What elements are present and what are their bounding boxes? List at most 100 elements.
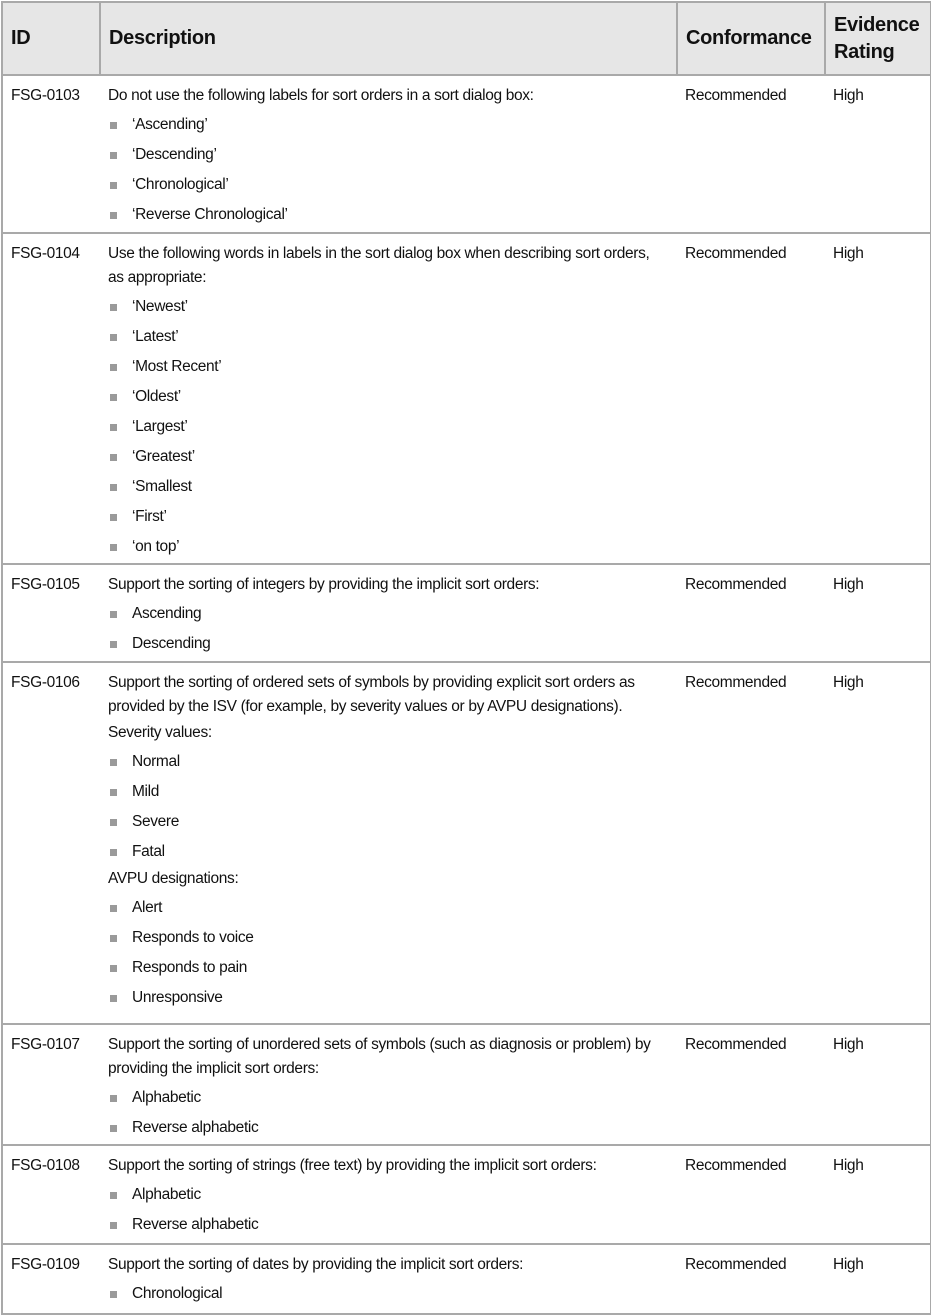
bullet-item: ‘Latest’ — [108, 322, 669, 352]
header-conformance: Conformance — [676, 1, 826, 76]
bullet-text: ‘Largest’ — [132, 418, 188, 435]
square-bullet-icon — [110, 303, 117, 311]
description-paragraph: Support the sorting of dates by providin… — [108, 1256, 524, 1273]
bullet-text: Alphabetic — [132, 1089, 201, 1106]
description-cell: Do not use the following labels for sort… — [100, 74, 677, 234]
table-row: FSG-0103 Do not use the following labels … — [1, 74, 931, 234]
description-cell: Support the sorting of ordered sets of s… — [100, 661, 677, 1025]
header-id: ID — [1, 1, 101, 76]
bullet-text: Normal — [132, 753, 180, 770]
bullet-text: ‘Descending’ — [132, 146, 217, 163]
id-cell: FSG-0105 — [1, 563, 100, 663]
description-paragraph: Use the following words in labels in the… — [108, 245, 650, 286]
bullet-item: Severe — [108, 807, 669, 837]
square-bullet-icon — [110, 333, 117, 341]
square-bullet-icon — [110, 994, 117, 1002]
table-row: FSG-0107 Support the sorting of unordered… — [1, 1023, 931, 1146]
bullet-text: ‘Greatest’ — [132, 448, 195, 465]
bullet-item: Ascending — [108, 599, 669, 629]
square-bullet-icon — [110, 818, 117, 826]
bullet-item: Chronological — [108, 1279, 669, 1309]
square-bullet-icon — [110, 1191, 117, 1199]
conformance-cell-text: Recommended — [685, 1036, 787, 1053]
bullet-item: Fatal — [108, 837, 669, 867]
id-cell-text: FSG-0106 — [11, 674, 80, 691]
description-paragraph: Support the sorting of integers by provi… — [108, 576, 540, 593]
id-cell-text: FSG-0103 — [11, 87, 80, 104]
table-row: FSG-0109 Support the sorting of dates by … — [1, 1243, 931, 1315]
bullet-item: Unresponsive — [108, 983, 669, 1013]
id-cell: FSG-0103 — [1, 74, 100, 234]
description-cell: Use the following words in labels in the… — [100, 232, 677, 565]
description-paragraph: AVPU designations: — [108, 870, 239, 887]
id-cell-text: FSG-0104 — [11, 245, 80, 262]
description-cell: Support the sorting of unordered sets of… — [100, 1023, 677, 1146]
description-paragraph: Support the sorting of strings (free tex… — [108, 1157, 597, 1174]
bullet-item: Mild — [108, 777, 669, 807]
evidence-rating-cell: High — [825, 232, 931, 565]
square-bullet-icon — [110, 121, 117, 129]
bullet-text: ‘Newest’ — [132, 298, 188, 315]
bullet-item: ‘Most Recent’ — [108, 352, 669, 382]
conformance-cell-text: Recommended — [685, 1256, 787, 1273]
conformance-cell: Recommended — [677, 232, 825, 565]
evidence-rating-cell-text: High — [833, 87, 864, 104]
bullet-item: Descending — [108, 629, 669, 659]
id-cell-text: FSG-0109 — [11, 1256, 80, 1273]
bullet-item: Normal — [108, 747, 669, 777]
square-bullet-icon — [110, 934, 117, 942]
bullet-item: ‘Ascending’ — [108, 110, 669, 140]
id-cell: FSG-0104 — [1, 232, 100, 565]
evidence-rating-cell-text: High — [833, 1036, 864, 1053]
bullet-text: Fatal — [132, 843, 165, 860]
evidence-rating-cell: High — [825, 1144, 931, 1245]
bullet-item: ‘Smallest — [108, 472, 669, 502]
bullet-text: Descending — [132, 635, 211, 652]
bullet-item: Reverse alphabetic — [108, 1113, 669, 1143]
evidence-rating-cell: High — [825, 74, 931, 234]
square-bullet-icon — [110, 758, 117, 766]
id-cell-text: FSG-0108 — [11, 1157, 80, 1174]
bullet-text: Reverse alphabetic — [132, 1119, 259, 1136]
square-bullet-icon — [110, 151, 117, 159]
description-paragraph: Support the sorting of unordered sets of… — [108, 1036, 651, 1077]
bullet-text: ‘on top’ — [132, 538, 180, 555]
square-bullet-icon — [110, 964, 117, 972]
evidence-rating-cell-text: High — [833, 1256, 864, 1273]
id-cell: FSG-0106 — [1, 661, 100, 1025]
bullet-text: Unresponsive — [132, 989, 223, 1006]
square-bullet-icon — [110, 1290, 117, 1298]
id-cell: FSG-0109 — [1, 1243, 100, 1315]
square-bullet-icon — [110, 211, 117, 219]
square-bullet-icon — [110, 610, 117, 618]
bullet-item: Reverse alphabetic — [108, 1210, 669, 1240]
bullet-item: ‘on top’ — [108, 532, 669, 562]
conformance-cell: Recommended — [677, 563, 825, 663]
description-paragraph: Do not use the following labels for sort… — [108, 87, 534, 104]
square-bullet-icon — [110, 513, 117, 521]
header-row: ID Description Conformance Evidence Rati… — [1, 1, 931, 76]
square-bullet-icon — [110, 543, 117, 551]
bullet-item: Responds to voice — [108, 923, 669, 953]
bullet-item: ‘Largest’ — [108, 412, 669, 442]
description-paragraph: Support the sorting of ordered sets of s… — [108, 674, 635, 715]
conformance-cell: Recommended — [677, 74, 825, 234]
conformance-cell-text: Recommended — [685, 1157, 787, 1174]
square-bullet-icon — [110, 181, 117, 189]
bullet-item: ‘Newest’ — [108, 292, 669, 322]
table-row: FSG-0108 Support the sorting of strings (… — [1, 1144, 931, 1245]
description-cell: Support the sorting of integers by provi… — [100, 563, 677, 663]
id-cell-text: FSG-0107 — [11, 1036, 80, 1053]
conformance-cell-text: Recommended — [685, 674, 787, 691]
square-bullet-icon — [110, 1124, 117, 1132]
table-row: FSG-0104 Use the following words in label… — [1, 232, 931, 565]
conformance-cell: Recommended — [677, 1144, 825, 1245]
bullet-text: Responds to voice — [132, 929, 254, 946]
id-cell-text: FSG-0105 — [11, 576, 80, 593]
id-cell: FSG-0107 — [1, 1023, 100, 1146]
bullet-item: Responds to pain — [108, 953, 669, 983]
bullet-text: Responds to pain — [132, 959, 248, 976]
header-description: Description — [99, 1, 678, 76]
description-paragraph: Severity values: — [108, 724, 212, 741]
